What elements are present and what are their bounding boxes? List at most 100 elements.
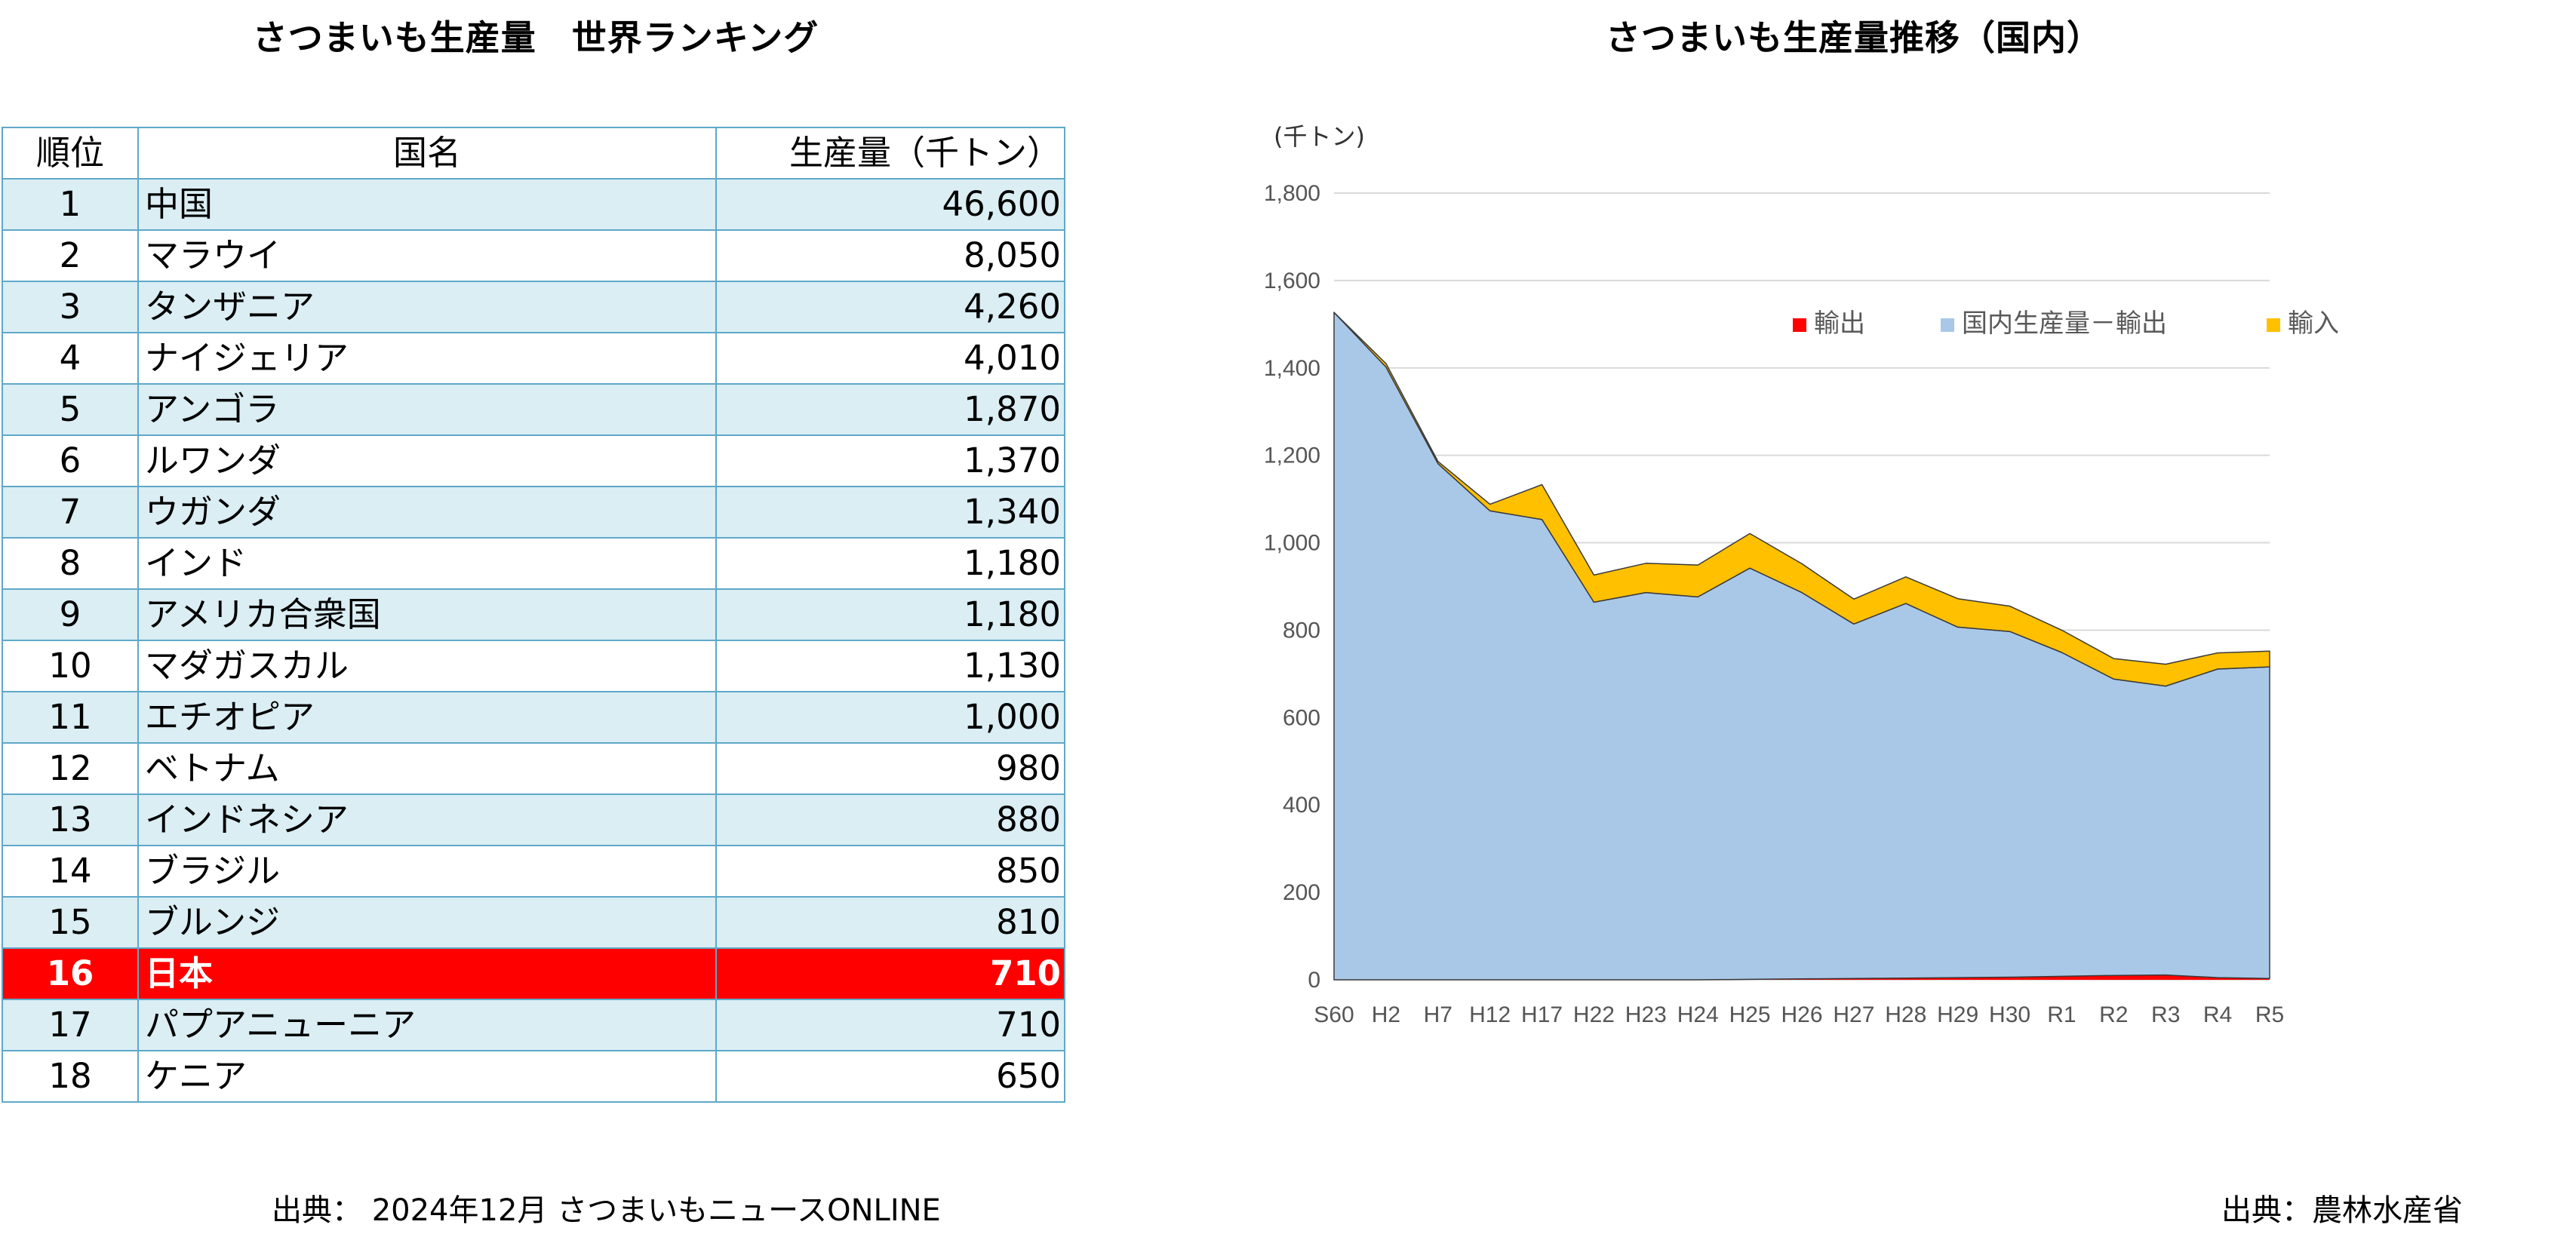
country-cell: エチオピア — [137, 691, 717, 744]
production-cell: 4,260 — [715, 281, 1065, 333]
country-cell: マダガスカル — [137, 640, 717, 692]
production-cell: 1,130 — [715, 640, 1065, 692]
legend-swatch — [1941, 318, 1954, 332]
area-series — [1333, 312, 2270, 981]
domestic-area — [1333, 312, 2270, 981]
rank-cell: 7 — [2, 486, 139, 539]
country-cell: ウガンダ — [137, 486, 717, 539]
rank-cell: 10 — [2, 640, 139, 692]
country-cell: パプアニューニア — [137, 999, 717, 1051]
table-row: 13 インドネシア 880 — [2, 793, 1065, 846]
table-row: 7 ウガンダ 1,340 — [2, 486, 1065, 539]
table-row: 17 パプアニューニア 710 — [2, 999, 1065, 1051]
legend-swatch — [2267, 318, 2280, 332]
table-row: 9 アメリカ合衆国 1,180 — [2, 588, 1065, 641]
import-area — [1333, 312, 2270, 687]
table-row: 8 インド 1,180 — [2, 537, 1065, 590]
rank-cell: 12 — [2, 742, 139, 795]
header-production: 生産量（千トン） — [715, 127, 1065, 180]
rank-cell: 3 — [2, 281, 139, 333]
x-tick-label: H29 — [1937, 1002, 1978, 1027]
table-header-row: 順位 国名 生産量（千トン） — [2, 127, 1065, 180]
y-tick-label: 400 — [1283, 793, 1320, 818]
rank-cell: 9 — [2, 588, 139, 641]
table-row: 18 ケニア 650 — [2, 1050, 1065, 1103]
ranking-title: さつまいも生産量 世界ランキング — [252, 17, 819, 58]
table-row: 11 エチオピア 1,000 — [2, 691, 1065, 744]
production-cell: 650 — [715, 1050, 1065, 1103]
table-row: 14 ブラジル 850 — [2, 845, 1065, 898]
country-cell: インドネシア — [137, 793, 717, 846]
x-tick-label: H17 — [1521, 1002, 1563, 1027]
y-tick-label: 0 — [1308, 968, 1320, 993]
y-tick-label: 1,400 — [1264, 356, 1320, 381]
production-cell: 710 — [715, 947, 1065, 1000]
x-tick-label: H7 — [1424, 1002, 1452, 1027]
table-row: 3 タンザニア 4,260 — [2, 281, 1065, 333]
production-cell: 4,010 — [715, 332, 1065, 385]
rank-cell: 8 — [2, 537, 139, 590]
rank-cell: 18 — [2, 1050, 139, 1103]
production-cell: 1,000 — [715, 691, 1065, 744]
y-tick-label: 1,600 — [1264, 269, 1320, 293]
x-tick-label: H2 — [1372, 1002, 1400, 1027]
y-tick-label: 1,200 — [1264, 444, 1320, 468]
x-tick-label: R1 — [2047, 1002, 2076, 1027]
ranking-source: 出典： 2024年12月 さつまいもニュースONLINE — [272, 1193, 941, 1228]
country-cell: ケニア — [137, 1050, 717, 1103]
y-tick-label: 800 — [1283, 618, 1320, 643]
table-row: 4 ナイジェリア 4,010 — [2, 332, 1065, 385]
production-cell: 810 — [715, 896, 1065, 949]
production-cell: 980 — [715, 742, 1065, 795]
production-cell: 880 — [715, 793, 1065, 846]
rank-cell: 2 — [2, 229, 139, 282]
table-row-highlighted: 16 日本 710 — [2, 947, 1065, 1000]
production-cell: 1,180 — [715, 588, 1065, 641]
legend-swatch — [1793, 318, 1806, 332]
table-row: 1 中国 46,600 — [2, 178, 1065, 231]
y-tick-label: 600 — [1283, 705, 1320, 730]
production-cell: 1,340 — [715, 486, 1065, 539]
x-tick-label: R2 — [2099, 1002, 2128, 1027]
chart-title: さつまいも生産量推移（国内） — [1606, 17, 2102, 58]
rank-cell: 15 — [2, 896, 139, 949]
table-row: 2 マラウイ 8,050 — [2, 229, 1065, 282]
legend-label: 輸入 — [2288, 308, 2339, 339]
country-cell: 日本 — [137, 947, 717, 1000]
rank-cell: 14 — [2, 845, 139, 898]
rank-cell: 13 — [2, 793, 139, 846]
x-tick-label: H25 — [1729, 1002, 1771, 1027]
rank-cell: 5 — [2, 383, 139, 436]
x-tick-label: H27 — [1833, 1002, 1874, 1027]
production-cell: 1,370 — [715, 434, 1065, 487]
table-row: 10 マダガスカル 1,130 — [2, 640, 1065, 692]
rank-cell: 17 — [2, 999, 139, 1051]
y-tick-label: 1,800 — [1264, 181, 1320, 206]
country-cell: 中国 — [137, 178, 717, 231]
axis-labels: 0 200 400 600 800 1,000 1,200 1,400 1,600 1,800 S6… — [1264, 181, 2284, 1027]
legend-label: 国内生産量－輸出 — [1962, 308, 2167, 339]
x-tick-label: H26 — [1781, 1002, 1822, 1027]
y-unit-label: (千トン) — [1274, 122, 1365, 151]
country-cell: マラウイ — [137, 229, 717, 282]
production-cell: 8,050 — [715, 229, 1065, 282]
country-cell: ブルンジ — [137, 896, 717, 949]
table-row: 6 ルワンダ 1,370 — [2, 434, 1065, 487]
export-area — [1334, 975, 2270, 980]
header-rank: 順位 — [2, 127, 139, 180]
production-cell: 46,600 — [715, 178, 1065, 231]
country-cell: タンザニア — [137, 281, 717, 333]
y-tick-label: 1,000 — [1264, 531, 1320, 556]
table-row: 15 ブルンジ 810 — [2, 896, 1065, 949]
country-cell: ナイジェリア — [137, 332, 717, 385]
country-cell: ブラジル — [137, 845, 717, 898]
production-cell: 1,180 — [715, 537, 1065, 590]
y-tick-label: 200 — [1283, 880, 1320, 905]
production-cell: 850 — [715, 845, 1065, 898]
production-cell: 710 — [715, 999, 1065, 1051]
rank-cell: 11 — [2, 691, 139, 744]
country-cell: アンゴラ — [137, 383, 717, 436]
country-cell: アメリカ合衆国 — [137, 588, 717, 641]
x-tick-label: H22 — [1573, 1002, 1615, 1027]
rank-cell: 4 — [2, 332, 139, 385]
